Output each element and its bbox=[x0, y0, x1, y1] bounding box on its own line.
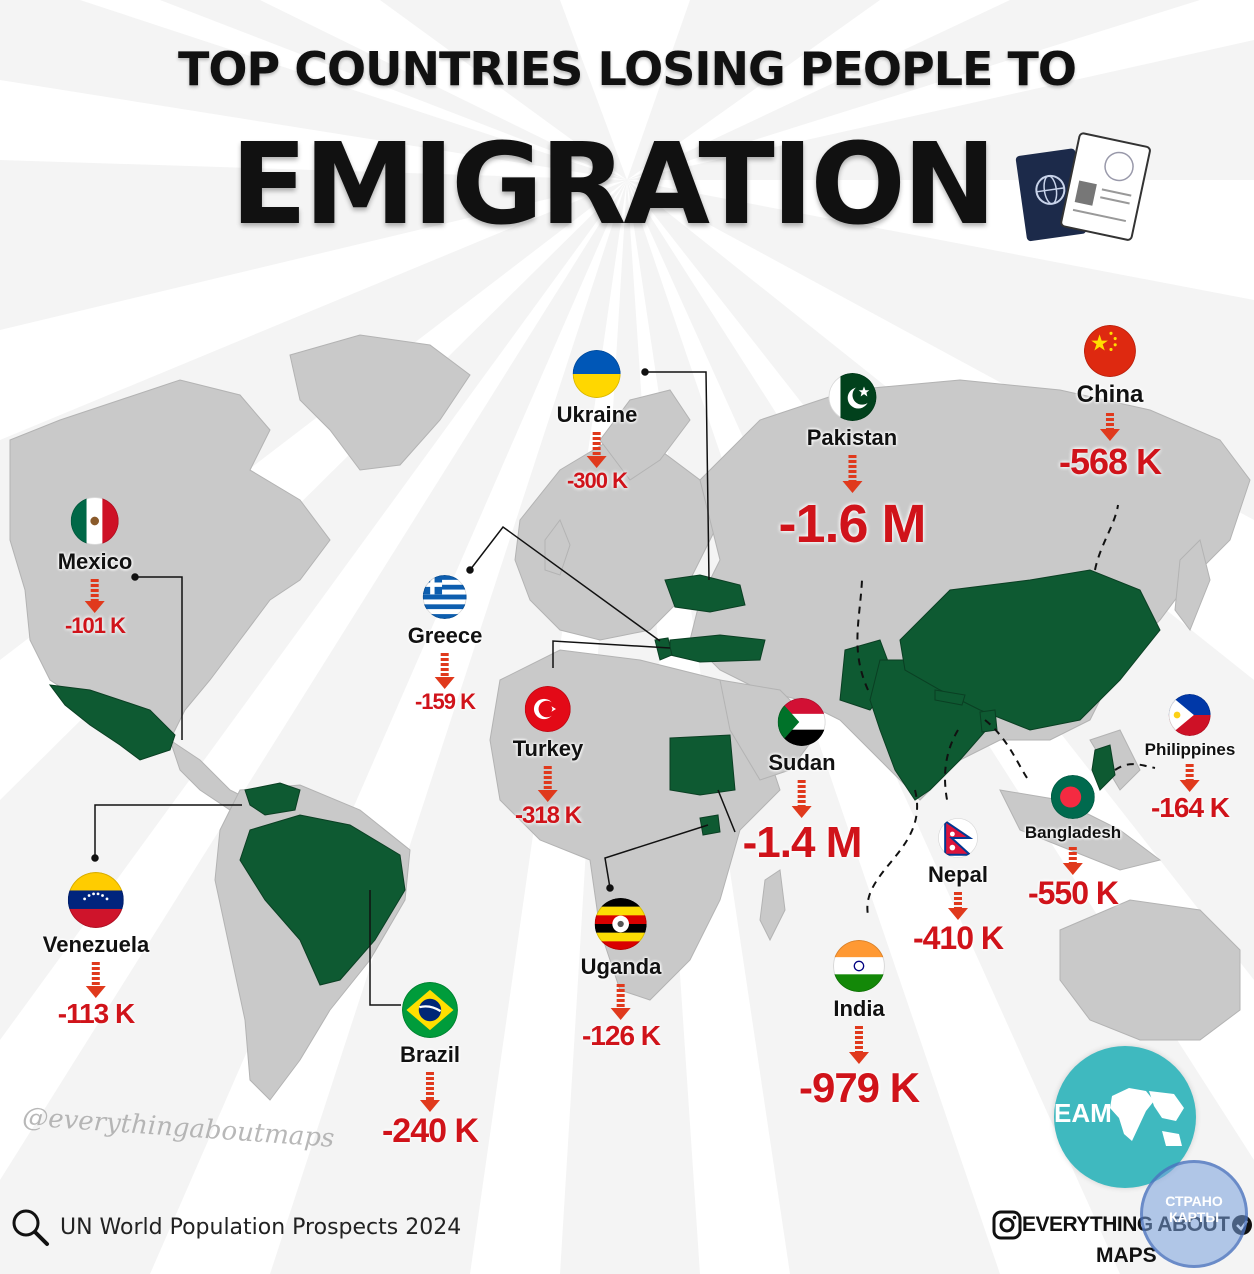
country-name: Nepal bbox=[928, 862, 988, 887]
country-label-pakistan: Pakistan -1.6 M bbox=[778, 373, 927, 555]
turkey-flag-icon bbox=[524, 686, 571, 732]
emigration-value: -164 K bbox=[1150, 792, 1230, 823]
emigration-value: -300 K bbox=[566, 468, 628, 493]
down-arrow-icon bbox=[1062, 847, 1083, 875]
country-label-bangladesh: Bangladesh -550 K bbox=[1025, 775, 1121, 912]
philippines-shape bbox=[1091, 744, 1116, 791]
uganda-flag-icon bbox=[595, 898, 647, 950]
stamp-line-1: СТРАНО bbox=[1165, 1193, 1223, 1209]
emigration-value: -101 K bbox=[64, 613, 126, 638]
emigration-value: -550 K bbox=[1027, 875, 1119, 911]
emigration-value: -318 K bbox=[514, 802, 582, 829]
down-arrow-icon bbox=[611, 984, 631, 1020]
country-name: China bbox=[1076, 381, 1144, 408]
greece-flag-icon bbox=[423, 575, 467, 619]
country-name: Venezuela bbox=[42, 932, 150, 957]
country-label-sudan: Sudan -1.4 M bbox=[743, 698, 862, 868]
country-name: Greece bbox=[407, 623, 483, 648]
nepal-flag-icon bbox=[937, 818, 978, 858]
title-line-1: TOP COUNTRIES LOSING PEOPLE TO bbox=[178, 42, 1077, 96]
search-icon bbox=[12, 1209, 49, 1246]
emigration-value: -568 K bbox=[1058, 441, 1162, 482]
down-arrow-icon bbox=[85, 962, 106, 998]
stamp-logo: СТРАНО КАРТЫ bbox=[1140, 1160, 1248, 1268]
country-name: Uganda bbox=[580, 954, 662, 979]
leader-lines bbox=[91, 368, 736, 1006]
brand-line-2: MAPS bbox=[1096, 1244, 1157, 1267]
emigration-value: -159 K bbox=[414, 689, 476, 714]
country-label-india: India -979 K bbox=[798, 940, 920, 1112]
country-name: Bangladesh bbox=[1024, 823, 1122, 842]
nepal-shape bbox=[934, 689, 966, 706]
emigration-value: -1.6 M bbox=[778, 494, 926, 554]
highlighted-countries bbox=[48, 569, 1161, 986]
china-shape bbox=[899, 569, 1161, 731]
stamp-line-2: КАРТЫ bbox=[1168, 1209, 1220, 1225]
country-label-china: China -568 K bbox=[1058, 325, 1162, 483]
country-name: India bbox=[833, 996, 885, 1021]
sudan-flag-icon bbox=[777, 698, 826, 746]
country-label-nepal: Nepal -410 K bbox=[912, 818, 1004, 957]
country-name: Turkey bbox=[512, 736, 584, 761]
emigration-value: -979 K bbox=[798, 1064, 920, 1111]
country-label-greece: Greece -159 K bbox=[407, 575, 483, 715]
philippines-flag-icon bbox=[1169, 694, 1211, 736]
down-arrow-icon bbox=[849, 1026, 869, 1064]
mexico-shape bbox=[48, 684, 176, 761]
source-credit: UN World Population Prospects 2024 bbox=[10, 1205, 461, 1249]
down-arrow-icon bbox=[435, 653, 455, 689]
source-text: UN World Population Prospects 2024 bbox=[60, 1214, 462, 1240]
brazil-flag-icon bbox=[402, 982, 458, 1038]
india-flag-icon bbox=[833, 940, 885, 992]
country-name: Sudan bbox=[768, 750, 836, 775]
country-label-uganda: Uganda -126 K bbox=[580, 898, 662, 1052]
passport-icon bbox=[1015, 132, 1151, 242]
uganda-shape bbox=[699, 814, 721, 836]
country-name: Mexico bbox=[57, 549, 133, 574]
down-arrow-icon bbox=[420, 1072, 440, 1112]
country-name: Philippines bbox=[1144, 740, 1236, 759]
mexico-flag-icon bbox=[71, 497, 119, 545]
sudan-shape bbox=[669, 734, 736, 796]
country-label-mexico: Mexico -101 K bbox=[57, 497, 133, 639]
down-arrow-icon bbox=[791, 780, 812, 818]
emigration-value: -410 K bbox=[912, 920, 1004, 956]
country-name: Pakistan bbox=[806, 425, 898, 450]
emigration-value: -240 K bbox=[381, 1112, 479, 1150]
pakistan-flag-icon bbox=[827, 373, 876, 421]
emigration-value: -126 K bbox=[581, 1020, 661, 1051]
down-arrow-icon bbox=[1100, 413, 1120, 441]
country-label-venezuela: Venezuela -113 K bbox=[43, 872, 149, 1030]
ukraine-shape bbox=[664, 574, 746, 613]
down-arrow-icon bbox=[85, 579, 105, 613]
bangladesh-shape bbox=[979, 709, 998, 733]
eam-logo-text: EAM bbox=[1054, 1098, 1112, 1128]
brazil-shape bbox=[239, 814, 406, 986]
country-name: Brazil bbox=[400, 1042, 460, 1067]
country-label-philippines: Philippines -164 K bbox=[1144, 694, 1236, 824]
country-label-ukraine: Ukraine -300 K bbox=[556, 350, 638, 494]
emigration-value: -1.4 M bbox=[742, 818, 863, 867]
venezuela-flag-icon bbox=[67, 872, 124, 928]
country-label-brazil: Brazil -240 K bbox=[381, 982, 479, 1151]
country-name: Ukraine bbox=[556, 402, 638, 427]
down-arrow-icon bbox=[947, 892, 968, 920]
ukraine-flag-icon bbox=[573, 350, 621, 398]
country-label-turkey: Turkey -318 K bbox=[512, 686, 584, 830]
down-arrow-icon bbox=[587, 432, 607, 468]
greece-shape bbox=[654, 637, 673, 661]
instagram-icon bbox=[992, 1210, 1022, 1240]
title-line-2: EMIGRATION bbox=[230, 120, 997, 250]
emigration-value: -113 K bbox=[57, 998, 136, 1029]
down-arrow-icon bbox=[1180, 764, 1200, 792]
down-arrow-icon bbox=[841, 455, 862, 493]
china-flag-icon bbox=[1084, 325, 1136, 377]
globe-icon bbox=[1110, 1088, 1184, 1146]
turkey-shape bbox=[669, 634, 766, 663]
down-arrow-icon bbox=[537, 766, 558, 802]
dashed-arrows bbox=[856, 504, 1156, 916]
venezuela-shape bbox=[244, 782, 301, 816]
bangladesh-flag-icon bbox=[1050, 775, 1095, 819]
